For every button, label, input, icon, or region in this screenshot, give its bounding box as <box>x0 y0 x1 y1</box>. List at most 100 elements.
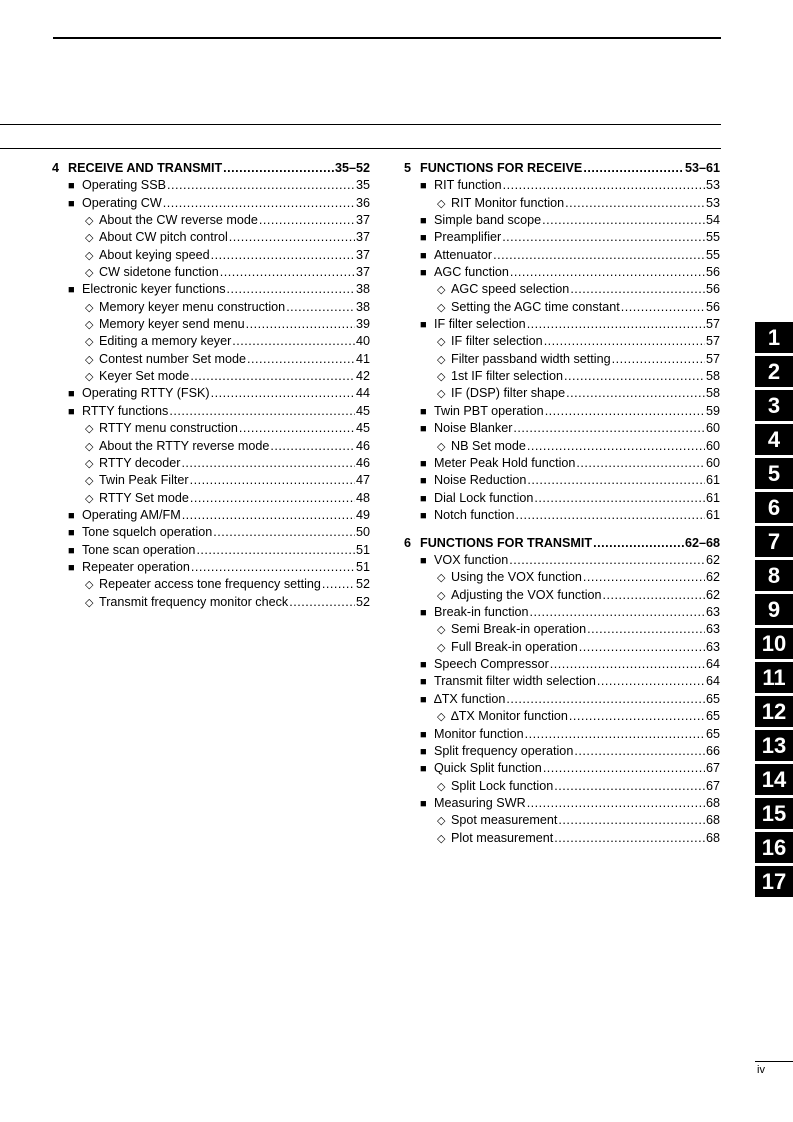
toc-entry-item[interactable]: ■ Break-in function 63 <box>404 604 720 621</box>
entry-title: Operating SSB <box>82 178 167 193</box>
toc-entry-sub[interactable]: ◇ Adjusting the VOX function 62 <box>404 587 720 604</box>
toc-entry-section[interactable]: 6 FUNCTIONS FOR TRANSMIT 62–68 <box>404 535 720 552</box>
toc-entry-sub[interactable]: ◇ NB Set mode 60 <box>404 438 720 455</box>
toc-entry-item[interactable]: ■ Tone scan operation 51 <box>52 542 370 559</box>
entry-title: Editing a memory keyer <box>99 334 232 349</box>
toc-entry-sub[interactable]: ◇ Memory keyer send menu 39 <box>52 316 370 333</box>
chapter-tab-1[interactable]: 1 <box>755 322 793 353</box>
toc-entry-sub[interactable]: ◇ Editing a memory keyer 40 <box>52 333 370 350</box>
chapter-tab-7[interactable]: 7 <box>755 526 793 557</box>
entry-title: Setting the AGC time constant <box>451 299 620 314</box>
chapter-tab-6[interactable]: 6 <box>755 492 793 523</box>
chapter-tab-2[interactable]: 2 <box>755 356 793 387</box>
toc-entry-item[interactable]: ■ Operating AM/FM 49 <box>52 507 370 524</box>
toc-entry-item[interactable]: ■ Transmit filter width selection 64 <box>404 673 720 690</box>
dot-leader <box>593 535 684 552</box>
entry-title: Quick Split function <box>434 761 542 776</box>
toc-entry-item[interactable]: ■ Attenuator 55 <box>404 247 720 264</box>
chapter-tab-4[interactable]: 4 <box>755 424 793 455</box>
toc-entry-sub[interactable]: ◇ CW sidetone function 37 <box>52 264 370 281</box>
chapter-tab-12[interactable]: 12 <box>755 696 793 727</box>
toc-entry-sub[interactable]: ◇ ∆TX Monitor function 65 <box>404 708 720 725</box>
toc-entry-item[interactable]: ■ Noise Blanker 60 <box>404 420 720 437</box>
toc-entry-item[interactable]: ■ RTTY functions 45 <box>52 403 370 420</box>
toc-entry-item[interactable]: ■ Dial Lock function 61 <box>404 490 720 507</box>
toc-entry-item[interactable]: ■ Preamplifier 55 <box>404 229 720 246</box>
chapter-tab-3[interactable]: 3 <box>755 390 793 421</box>
chapter-tab-16[interactable]: 16 <box>755 832 793 863</box>
entry-title: RTTY functions <box>82 403 169 418</box>
chapter-tab-8[interactable]: 8 <box>755 560 793 591</box>
toc-entry-sub[interactable]: ◇ RTTY menu construction 45 <box>52 420 370 437</box>
entry-page: 54 <box>705 213 720 228</box>
square-bullet-icon: ■ <box>68 405 75 418</box>
chapter-tab-15[interactable]: 15 <box>755 798 793 829</box>
toc-entry-sub[interactable]: ◇ Spot measurement 68 <box>404 812 720 829</box>
toc-entry-item[interactable]: ■ Speech Compressor 64 <box>404 656 720 673</box>
dot-leader <box>259 212 355 229</box>
toc-entry-item[interactable]: ■ VOX function 62 <box>404 552 720 569</box>
dot-leader <box>603 587 705 604</box>
toc-entry-sub[interactable]: ◇ Semi Break-in operation 63 <box>404 621 720 638</box>
toc-entry-sub[interactable]: ◇ RIT Monitor function 53 <box>404 195 720 212</box>
toc-entry-item[interactable]: ■ Operating CW 36 <box>52 195 370 212</box>
toc-entry-sub[interactable]: ◇ About the CW reverse mode 37 <box>52 212 370 229</box>
square-bullet-icon: ■ <box>68 284 75 297</box>
toc-entry-sub[interactable]: ◇ About keying speed 37 <box>52 247 370 264</box>
toc-entry-sub[interactable]: ◇ AGC speed selection 56 <box>404 281 720 298</box>
toc-entry-sub[interactable]: ◇ Plot measurement 68 <box>404 830 720 847</box>
toc-entry-sub[interactable]: ◇ Setting the AGC time constant 56 <box>404 299 720 316</box>
toc-entry-sub[interactable]: ◇ Split Lock function 67 <box>404 778 720 795</box>
toc-entry-sub[interactable]: ◇ About CW pitch control 37 <box>52 229 370 246</box>
chapter-tab-10[interactable]: 10 <box>755 628 793 659</box>
toc-entry-item[interactable]: ■ Electronic keyer functions 38 <box>52 281 370 298</box>
toc-entry-section[interactable]: 5 FUNCTIONS FOR RECEIVE 53–61 <box>404 160 720 177</box>
square-bullet-icon: ■ <box>420 319 427 332</box>
toc-entry-sub[interactable]: ◇ Filter passband width setting 57 <box>404 351 720 368</box>
toc-entry-sub[interactable]: ◇ Repeater access tone frequency setting 5… <box>52 576 370 593</box>
toc-entry-sub[interactable]: ◇ Contest number Set mode 41 <box>52 351 370 368</box>
toc-entry-item[interactable]: ■ Twin PBT operation 59 <box>404 403 720 420</box>
entry-title: About the RTTY reverse mode <box>99 438 270 453</box>
entry-page: 61 <box>705 473 720 488</box>
toc-entry-item[interactable]: ■ IF filter selection 57 <box>404 316 720 333</box>
toc-entry-sub[interactable]: ◇ Full Break-in operation 63 <box>404 639 720 656</box>
toc-entry-sub[interactable]: ◇ Using the VOX function 62 <box>404 569 720 586</box>
toc-entry-section[interactable]: 4 RECEIVE AND TRANSMIT 35–52 <box>52 160 370 177</box>
toc-entry-sub[interactable]: ◇ IF filter selection 57 <box>404 333 720 350</box>
chapter-tab-11[interactable]: 11 <box>755 662 793 693</box>
toc-entry-item[interactable]: ■ ∆TX function 65 <box>404 691 720 708</box>
toc-entry-item[interactable]: ■ Tone squelch operation 50 <box>52 524 370 541</box>
toc-entry-item[interactable]: ■ Split frequency operation 66 <box>404 743 720 760</box>
square-bullet-icon: ■ <box>420 745 427 758</box>
toc-entry-item[interactable]: ■ Monitor function 65 <box>404 726 720 743</box>
chapter-tab-13[interactable]: 13 <box>755 730 793 761</box>
chapter-tab-5[interactable]: 5 <box>755 458 793 489</box>
toc-entry-item[interactable]: ■ Simple band scope 54 <box>404 212 720 229</box>
toc-entry-item[interactable]: ■ Noise Reduction 61 <box>404 472 720 489</box>
toc-entry-item[interactable]: ■ Meter Peak Hold function 60 <box>404 455 720 472</box>
toc-entry-item[interactable]: ■ AGC function 56 <box>404 264 720 281</box>
top-rule <box>53 37 721 39</box>
chapter-tab-17[interactable]: 17 <box>755 866 793 897</box>
toc-entry-sub[interactable]: ◇ 1st IF filter selection 58 <box>404 368 720 385</box>
toc-entry-sub[interactable]: ◇ IF (DSP) filter shape 58 <box>404 385 720 402</box>
toc-entry-sub[interactable]: ◇ Transmit frequency monitor check 52 <box>52 594 370 611</box>
toc-entry-sub[interactable]: ◇ Twin Peak Filter 47 <box>52 472 370 489</box>
toc-entry-sub[interactable]: ◇ Keyer Set mode 42 <box>52 368 370 385</box>
toc-entry-item[interactable]: ■ RIT function 53 <box>404 177 720 194</box>
toc-entry-item[interactable]: ■ Quick Split function 67 <box>404 760 720 777</box>
chapter-tab-9[interactable]: 9 <box>755 594 793 625</box>
toc-entry-sub[interactable]: ◇ RTTY decoder 46 <box>52 455 370 472</box>
chapter-tab-14[interactable]: 14 <box>755 764 793 795</box>
dot-leader <box>558 812 705 829</box>
toc-entry-item[interactable]: ■ Operating SSB 35 <box>52 177 370 194</box>
toc-entry-item[interactable]: ■ Notch function 61 <box>404 507 720 524</box>
dot-leader <box>270 438 355 455</box>
toc-entry-item[interactable]: ■ Measuring SWR 68 <box>404 795 720 812</box>
toc-entry-item[interactable]: ■ Repeater operation 51 <box>52 559 370 576</box>
toc-entry-item[interactable]: ■ Operating RTTY (FSK) 44 <box>52 385 370 402</box>
toc-entry-sub[interactable]: ◇ RTTY Set mode 48 <box>52 490 370 507</box>
toc-entry-sub[interactable]: ◇ About the RTTY reverse mode 46 <box>52 438 370 455</box>
toc-entry-sub[interactable]: ◇ Memory keyer menu construction 38 <box>52 299 370 316</box>
